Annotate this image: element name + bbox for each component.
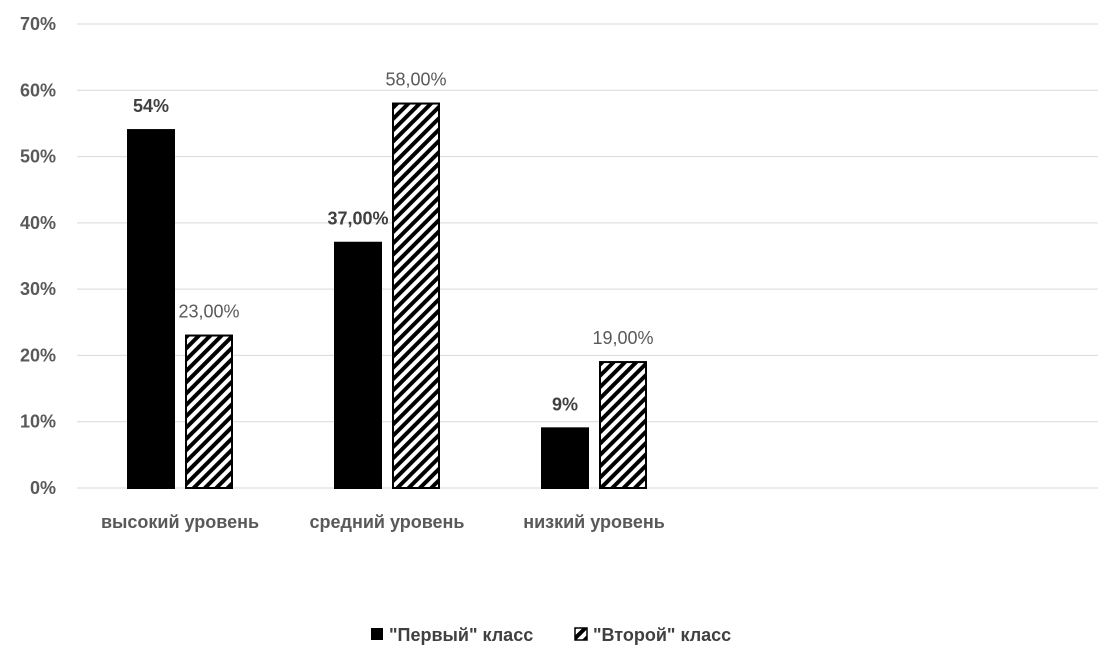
legend-label-second-class: "Второй" класс: [593, 625, 731, 645]
bar-first-class: [127, 129, 175, 490]
bar-second-class: [392, 102, 440, 490]
bars: [127, 102, 647, 490]
y-tick-label: 20%: [20, 345, 56, 365]
data-label: 54%: [133, 96, 169, 116]
legend: "Первый" класс "Второй" класс: [371, 625, 731, 645]
data-label: 37,00%: [327, 209, 388, 229]
legend-swatch-second-class: [574, 627, 588, 641]
bar-first-class: [541, 427, 589, 490]
y-tick-label: 60%: [20, 80, 56, 100]
x-category-label: высокий уровень: [101, 512, 259, 532]
gridlines: [77, 23, 1098, 489]
bar-second-class: [599, 361, 647, 489]
bar-first-class: [334, 241, 382, 489]
legend-swatch-first-class: [371, 628, 383, 640]
x-category-label: средний уровень: [310, 512, 465, 532]
data-labels: 54% 37,00% 9% 23,00% 58,00% 19,00%: [133, 70, 654, 415]
y-tick-label: 30%: [20, 279, 56, 299]
y-tick-label: 50%: [20, 147, 56, 167]
y-tick-label: 70%: [20, 14, 56, 34]
y-axis-ticks: 0% 10% 20% 30% 40% 50% 60% 70%: [20, 14, 56, 498]
x-category-label: низкий уровень: [523, 512, 665, 532]
data-label: 9%: [552, 394, 578, 414]
y-tick-label: 10%: [20, 412, 56, 432]
data-label: 23,00%: [178, 302, 239, 322]
y-tick-label: 0%: [30, 478, 56, 498]
x-axis-categories: высокий уровень средний уровень низкий уро…: [101, 512, 665, 532]
y-tick-label: 40%: [20, 213, 56, 233]
data-label: 58,00%: [385, 70, 446, 90]
data-label: 19,00%: [592, 328, 653, 348]
legend-label-first-class: "Первый" класс: [389, 625, 533, 645]
bar-second-class: [185, 334, 233, 489]
